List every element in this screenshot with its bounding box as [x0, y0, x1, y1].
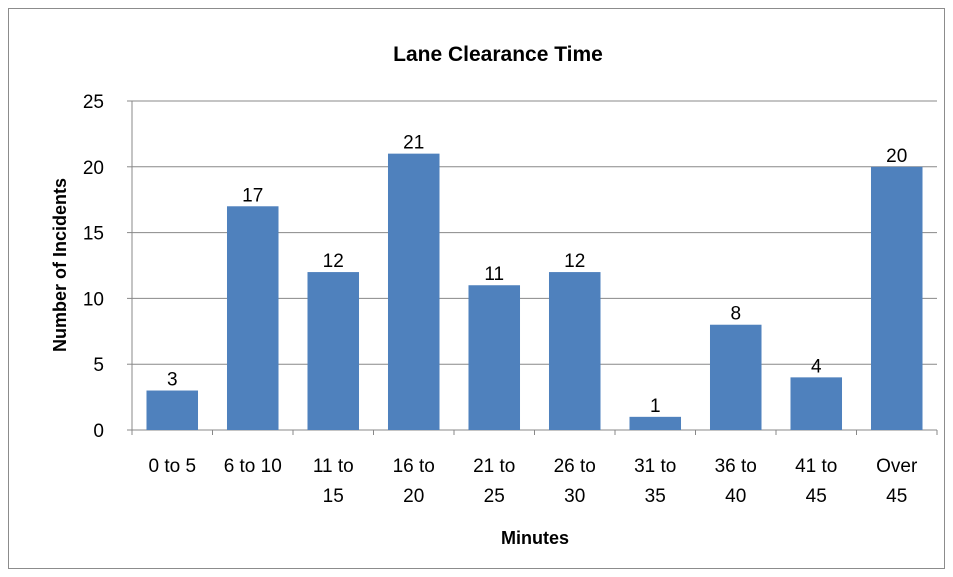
data-label: 17	[242, 185, 263, 206]
bar	[387, 153, 440, 430]
bar	[468, 285, 521, 430]
data-label: 12	[564, 251, 585, 272]
y-tick-label: 5	[93, 355, 104, 376]
y-tick-label: 10	[83, 289, 104, 310]
chart-title: Lane Clearance Time	[393, 43, 603, 66]
data-label: 20	[886, 146, 907, 167]
y-tick-label: 15	[83, 224, 104, 245]
bar	[629, 416, 682, 430]
data-label: 4	[811, 356, 822, 377]
data-label: 21	[403, 133, 424, 154]
bar	[870, 166, 923, 431]
y-tick-label: 0	[93, 421, 104, 442]
x-tick-label: Over 45	[876, 456, 918, 507]
y-tick-label: 20	[83, 158, 104, 179]
data-label: 1	[650, 396, 661, 417]
x-tick-label: 36 to 40	[715, 456, 757, 507]
x-axis-title: Minutes	[501, 528, 569, 548]
bar	[790, 377, 843, 430]
data-label: 12	[323, 251, 344, 272]
data-label: 8	[730, 304, 741, 325]
x-tick-label: 41 to 45	[795, 456, 837, 507]
x-tick-label: 26 to 30	[554, 456, 596, 507]
x-tick-label: 16 to 20	[393, 456, 435, 507]
y-tick-label: 25	[83, 92, 104, 113]
bar	[307, 272, 360, 430]
x-tick-label: 0 to 5	[148, 456, 196, 477]
x-tick-label: 21 to 25	[473, 456, 515, 507]
bar	[146, 390, 199, 430]
bar	[709, 324, 762, 430]
y-axis-title: Number of Incidents	[50, 178, 70, 352]
data-label: 3	[167, 370, 178, 391]
bar	[548, 272, 601, 430]
data-label: 11	[484, 264, 504, 285]
x-tick-label: 31 to 35	[634, 456, 676, 507]
bar	[226, 206, 279, 430]
x-tick-label: 11 to 15	[313, 456, 354, 507]
x-tick-label: 6 to 10	[224, 456, 282, 477]
